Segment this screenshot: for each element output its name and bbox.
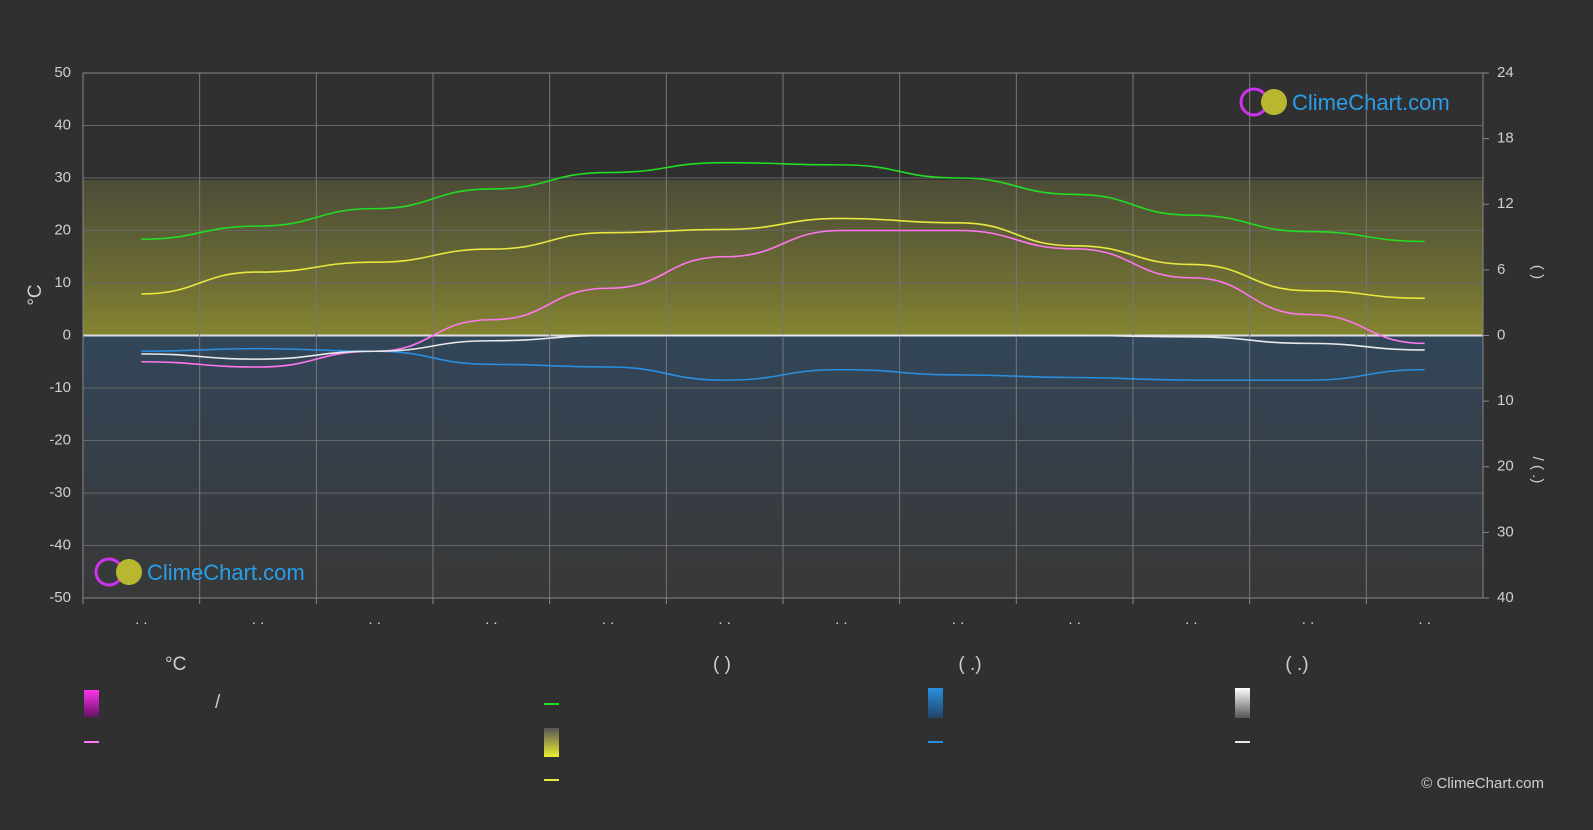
y2-tick-label: 6	[1497, 261, 1505, 278]
y-tick-label: -30	[49, 484, 71, 501]
series-line	[141, 217, 1425, 300]
y3-tick-label: 10	[1497, 392, 1514, 409]
x-tick-label: . .	[835, 611, 848, 628]
y-tick-label: 50	[54, 64, 71, 81]
y3-tick-label: 40	[1497, 589, 1514, 606]
x-tick-label: . .	[952, 611, 965, 628]
y-tick-label: 40	[54, 116, 71, 133]
x-tick-label: . .	[252, 611, 265, 628]
logo-sun	[116, 559, 142, 585]
y2-tick-label: 0	[1497, 326, 1505, 343]
x-tick-label: . .	[368, 611, 381, 628]
x-tick-label: . .	[718, 611, 731, 628]
plot-frame	[82, 72, 1484, 599]
y-tick-label: -20	[49, 431, 71, 448]
y-tick-label: -50	[49, 589, 71, 606]
x-tick-label: . .	[135, 611, 148, 628]
logo-bottom: ClimeChart.com	[94, 557, 305, 587]
logo-sun	[1261, 89, 1287, 115]
legend-title: ( .)	[958, 654, 981, 675]
x-tick-label: . .	[1185, 611, 1198, 628]
x-tick-label: . .	[485, 611, 498, 628]
logo-text: ClimeChart.com	[1292, 90, 1450, 115]
y3-tick-label: 30	[1497, 523, 1514, 540]
y-tick-label: 20	[54, 221, 71, 238]
y-tick-label: -40	[49, 536, 71, 553]
logo-top: ClimeChart.com	[1239, 87, 1450, 117]
legend-title: ( .)	[1285, 654, 1308, 675]
y3-tick-label: 20	[1497, 458, 1514, 475]
legend-swatch	[544, 728, 559, 757]
logo-text: ClimeChart.com	[147, 560, 305, 585]
y-tick-label: -10	[49, 379, 71, 396]
y-axis-label: °C	[25, 284, 46, 305]
y-tick-label: 30	[54, 169, 71, 186]
x-tick-label: . .	[1418, 611, 1431, 628]
legend: °C / ( ) ( .) ( .)	[84, 654, 1309, 781]
y-tick-label: 10	[54, 274, 71, 291]
y2-tick-label: 18	[1497, 130, 1514, 147]
series-line	[141, 334, 1425, 360]
y2-axis-label: ( )	[1529, 265, 1546, 279]
series-line	[141, 161, 1425, 243]
legend-swatch	[928, 688, 943, 718]
legend-title: °C	[165, 654, 186, 675]
legend-text: /	[215, 692, 221, 713]
legend-swatch	[84, 690, 99, 717]
x-tick-label: . .	[1068, 611, 1081, 628]
x-tick-label: . .	[602, 611, 615, 628]
y2-tick-label: 24	[1497, 64, 1514, 81]
x-tick-label: . .	[1302, 611, 1315, 628]
legend-title: ( )	[713, 654, 731, 675]
y2-tick-label: 12	[1497, 195, 1514, 212]
copyright: © ClimeChart.com	[1421, 775, 1544, 792]
series-lines	[141, 161, 1425, 381]
y3-axis-label: / ( .)	[1529, 457, 1546, 484]
legend-swatch	[1235, 688, 1250, 718]
y-tick-label: 0	[63, 326, 71, 343]
